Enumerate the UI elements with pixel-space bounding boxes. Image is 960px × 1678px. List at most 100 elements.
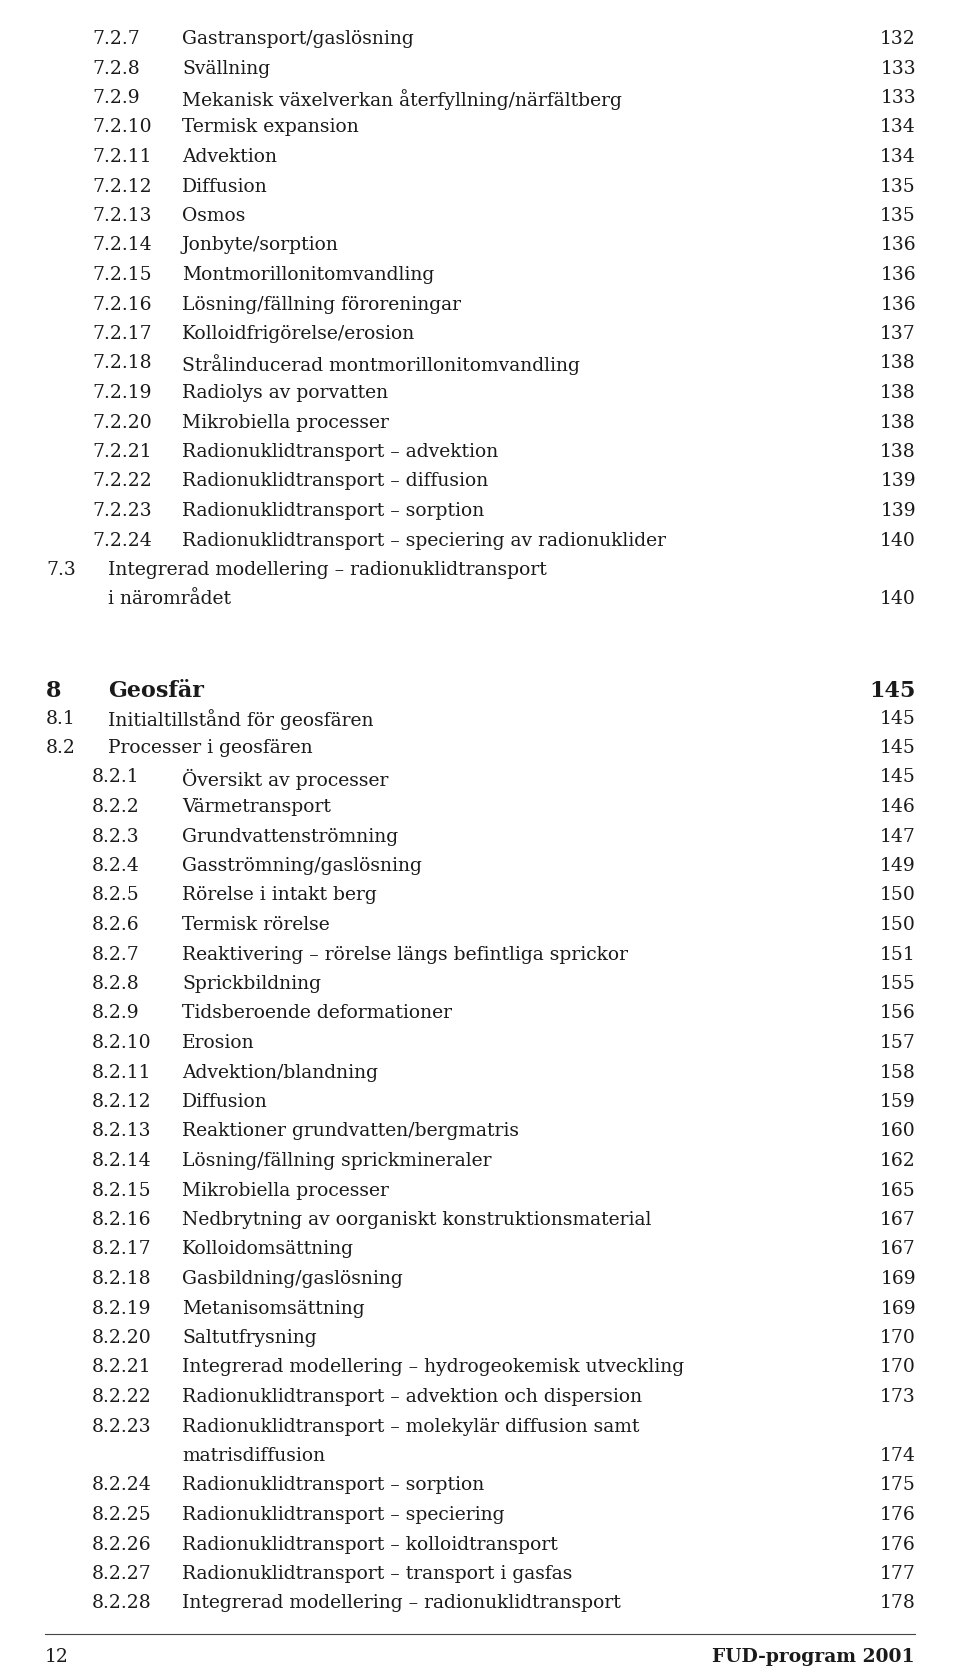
Text: 8.2.10: 8.2.10 [92,1034,152,1052]
Text: 8.2.14: 8.2.14 [92,1153,152,1170]
Text: Mikrobiella processer: Mikrobiella processer [182,1181,389,1200]
Text: Kolloidomsättning: Kolloidomsättning [182,1240,354,1258]
Text: 8.2.23: 8.2.23 [92,1418,152,1435]
Text: 170: 170 [880,1329,916,1347]
Text: 132: 132 [880,30,916,49]
Text: 146: 146 [880,799,916,816]
Text: 169: 169 [880,1270,916,1289]
Text: 150: 150 [880,886,916,904]
Text: 173: 173 [880,1388,916,1406]
Text: Radionuklidtransport – molekylär diffusion samt: Radionuklidtransport – molekylär diffusi… [182,1418,639,1435]
Text: Advektion/blandning: Advektion/blandning [182,1064,378,1082]
Text: Mekanisk växelverkan återfyllning/närfältberg: Mekanisk växelverkan återfyllning/närfäl… [182,89,622,111]
Text: 7.2.23: 7.2.23 [92,502,152,520]
Text: Översikt av processer: Översikt av processer [182,769,389,790]
Text: 8.2.8: 8.2.8 [92,975,140,993]
Text: 8.2.22: 8.2.22 [92,1388,152,1406]
Text: Termisk rörelse: Termisk rörelse [182,916,329,935]
Text: 7.2.8: 7.2.8 [92,59,140,77]
Text: 170: 170 [880,1359,916,1376]
Text: 7.2.18: 7.2.18 [92,354,152,373]
Text: 135: 135 [880,178,916,196]
Text: 8.2.19: 8.2.19 [92,1299,152,1317]
Text: 8.2.9: 8.2.9 [92,1005,139,1022]
Text: Grundvattenströmning: Grundvattenströmning [182,827,398,846]
Text: 136: 136 [880,267,916,284]
Text: 145: 145 [880,738,916,757]
Text: Gasströmning/gaslösning: Gasströmning/gaslösning [182,857,421,874]
Text: Diffusion: Diffusion [182,178,268,196]
Text: Radionuklidtransport – advektion och dispersion: Radionuklidtransport – advektion och dis… [182,1388,642,1406]
Text: 7.2.21: 7.2.21 [92,443,152,461]
Text: Strålinducerad montmorillonitomvandling: Strålinducerad montmorillonitomvandling [182,354,580,376]
Text: 8.2: 8.2 [46,738,76,757]
Text: 8.2.18: 8.2.18 [92,1270,152,1289]
Text: 7.2.17: 7.2.17 [92,326,152,342]
Text: Radiolys av porvatten: Radiolys av porvatten [182,384,388,403]
Text: 136: 136 [880,295,916,314]
Text: 8.2.12: 8.2.12 [92,1092,152,1111]
Text: 138: 138 [880,354,916,373]
Text: Gasbildning/gaslösning: Gasbildning/gaslösning [182,1270,403,1289]
Text: 7.2.16: 7.2.16 [92,295,152,314]
Text: 151: 151 [880,945,916,963]
Text: Radionuklidtransport – sorption: Radionuklidtransport – sorption [182,502,484,520]
Text: Integrerad modellering – radionuklidtransport: Integrerad modellering – radionuklidtran… [182,1594,621,1613]
Text: 160: 160 [880,1123,916,1141]
Text: Metanisomsättning: Metanisomsättning [182,1299,365,1317]
Text: Montmorillonitomvandling: Montmorillonitomvandling [182,267,434,284]
Text: Initialtillstånd för geosfären: Initialtillstånd för geosfären [108,710,373,730]
Text: 157: 157 [880,1034,916,1052]
Text: 8.2.16: 8.2.16 [92,1212,152,1228]
Text: Radionuklidtransport – advektion: Radionuklidtransport – advektion [182,443,498,461]
Text: 8: 8 [46,680,61,701]
Text: Integrerad modellering – radionuklidtransport: Integrerad modellering – radionuklidtran… [108,560,547,579]
Text: FUD-program 2001: FUD-program 2001 [712,1648,915,1666]
Text: 134: 134 [880,119,916,136]
Text: 7.2.14: 7.2.14 [92,237,152,255]
Text: 7.2.24: 7.2.24 [92,532,152,549]
Text: Lösning/fällning föroreningar: Lösning/fällning föroreningar [182,295,461,314]
Text: 8.2.27: 8.2.27 [92,1566,152,1582]
Text: Processer i geosfären: Processer i geosfären [108,738,313,757]
Text: 140: 140 [880,591,916,609]
Text: Termisk expansion: Termisk expansion [182,119,359,136]
Text: 7.2.7: 7.2.7 [92,30,140,49]
Text: 167: 167 [880,1212,916,1228]
Text: Radionuklidtransport – speciering: Radionuklidtransport – speciering [182,1505,505,1524]
Text: 7.2.15: 7.2.15 [92,267,152,284]
Text: 8.2.17: 8.2.17 [92,1240,152,1258]
Text: Nedbrytning av oorganiskt konstruktionsmaterial: Nedbrytning av oorganiskt konstruktionsm… [182,1212,652,1228]
Text: Reaktivering – rörelse längs befintliga sprickor: Reaktivering – rörelse längs befintliga … [182,945,628,963]
Text: 134: 134 [880,148,916,166]
Text: Radionuklidtransport – diffusion: Radionuklidtransport – diffusion [182,473,489,490]
Text: 139: 139 [880,473,916,490]
Text: 174: 174 [880,1446,916,1465]
Text: 176: 176 [880,1505,916,1524]
Text: Geosfär: Geosfär [108,680,204,701]
Text: 8.2.5: 8.2.5 [92,886,140,904]
Text: 8.2.2: 8.2.2 [92,799,140,816]
Text: Radionuklidtransport – kolloidtransport: Radionuklidtransport – kolloidtransport [182,1535,558,1554]
Text: 145: 145 [880,710,916,728]
Text: 7.2.9: 7.2.9 [92,89,139,107]
Text: matrisdiffusion: matrisdiffusion [182,1446,325,1465]
Text: 145: 145 [870,680,916,701]
Text: 7.3: 7.3 [46,560,76,579]
Text: 7.2.11: 7.2.11 [92,148,152,166]
Text: 7.2.10: 7.2.10 [92,119,152,136]
Text: 137: 137 [880,326,916,342]
Text: 139: 139 [880,502,916,520]
Text: Jonbyte/sorption: Jonbyte/sorption [182,237,339,255]
Text: 8.2.20: 8.2.20 [92,1329,152,1347]
Text: 138: 138 [880,413,916,431]
Text: Erosion: Erosion [182,1034,254,1052]
Text: 155: 155 [880,975,916,993]
Text: 7.2.12: 7.2.12 [92,178,152,196]
Text: Kolloidfrigörelse/erosion: Kolloidfrigörelse/erosion [182,326,416,342]
Text: 8.2.25: 8.2.25 [92,1505,152,1524]
Text: Gastransport/gaslösning: Gastransport/gaslösning [182,30,414,49]
Text: 149: 149 [880,857,916,874]
Text: 177: 177 [880,1566,916,1582]
Text: 135: 135 [880,206,916,225]
